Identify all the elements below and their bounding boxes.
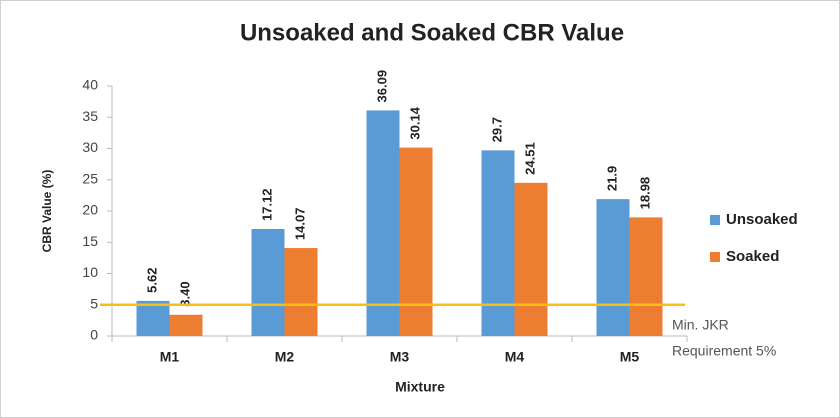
value-label: 29.7 bbox=[489, 117, 504, 142]
value-label: 18.98 bbox=[637, 177, 652, 210]
y-tick-label: 5 bbox=[90, 295, 98, 311]
value-label: 21.9 bbox=[604, 166, 619, 191]
x-tick-label: M5 bbox=[620, 349, 640, 365]
value-label: 5.62 bbox=[144, 268, 159, 293]
x-tick-label: M4 bbox=[505, 349, 525, 365]
y-tick-label: 40 bbox=[82, 77, 98, 93]
value-label: 17.12 bbox=[259, 188, 274, 221]
reference-label: Requirement 5% bbox=[672, 343, 776, 359]
legend-swatch bbox=[710, 215, 720, 225]
bar bbox=[399, 147, 433, 336]
bar bbox=[284, 248, 318, 336]
y-tick-label: 20 bbox=[82, 202, 98, 218]
x-tick-label: M1 bbox=[160, 349, 180, 365]
x-tick-label: M3 bbox=[390, 349, 410, 365]
y-tick-label: 35 bbox=[82, 108, 98, 124]
y-tick-label: 25 bbox=[82, 170, 98, 186]
value-label: 24.51 bbox=[522, 142, 537, 175]
bar bbox=[136, 300, 170, 336]
value-label: 3.40 bbox=[177, 281, 192, 306]
value-label: 14.07 bbox=[292, 208, 307, 241]
y-tick-label: 10 bbox=[82, 264, 98, 280]
bar bbox=[481, 150, 515, 336]
legend-swatch bbox=[710, 252, 720, 262]
x-tick-label: M2 bbox=[275, 349, 295, 365]
bar bbox=[629, 217, 663, 336]
y-tick-label: 30 bbox=[82, 139, 98, 155]
y-tick-label: 15 bbox=[82, 233, 98, 249]
legend-label: Soaked bbox=[726, 248, 779, 265]
value-label: 36.09 bbox=[374, 70, 389, 103]
reference-label: Min. JKR bbox=[672, 317, 729, 333]
value-label: 30.14 bbox=[407, 106, 422, 139]
x-axis-label: Mixture bbox=[395, 379, 445, 395]
y-axis-label: CBR Value (%) bbox=[40, 170, 54, 253]
bar bbox=[514, 182, 548, 336]
chart-title: Unsoaked and Soaked CBR Value bbox=[240, 19, 624, 46]
legend-label: Unsoaked bbox=[726, 211, 798, 228]
bar bbox=[169, 314, 203, 336]
bar bbox=[366, 110, 400, 336]
y-tick-label: 0 bbox=[90, 327, 98, 343]
bar bbox=[251, 229, 285, 336]
bar bbox=[596, 199, 630, 336]
